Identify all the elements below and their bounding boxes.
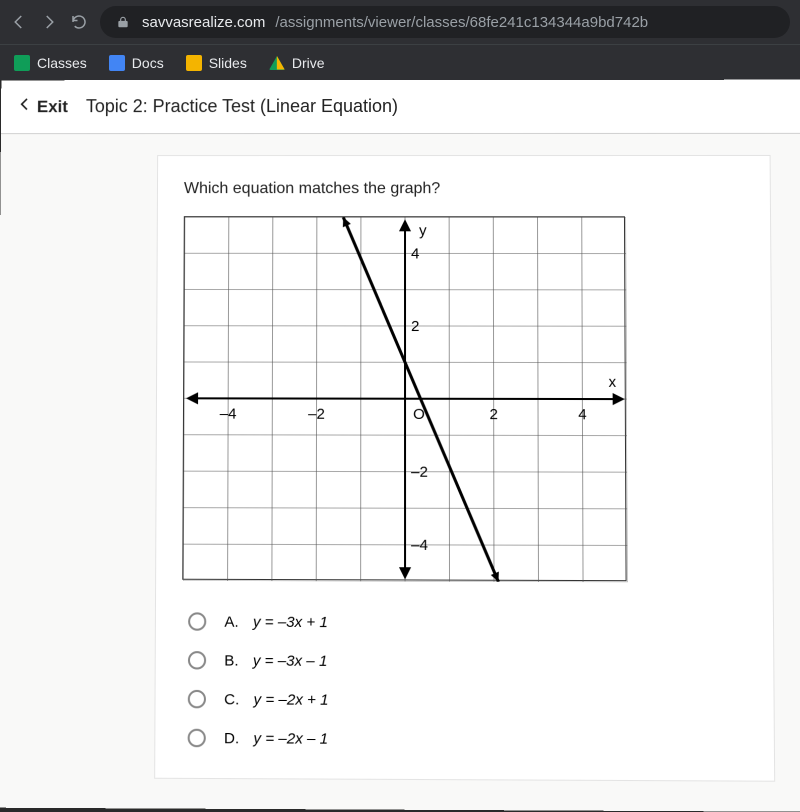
bookmark-slides[interactable]: Slides: [186, 55, 247, 71]
url-path: /assignments/viewer/classes/68fe241c1343…: [275, 14, 648, 31]
answer-text: y = –3x – 1: [253, 652, 328, 670]
reload-icon[interactable]: [70, 13, 88, 31]
answer-option-a[interactable]: A. y = –3x + 1: [182, 602, 747, 643]
svg-text:–2: –2: [308, 406, 325, 423]
radio-icon[interactable]: [188, 729, 206, 748]
bookmark-label: Drive: [292, 55, 325, 71]
svg-text:4: 4: [411, 245, 419, 262]
page-header: Exit Topic 2: Practice Test (Linear Equa…: [1, 80, 800, 134]
address-bar[interactable]: savvasrealize.com/assignments/viewer/cla…: [100, 6, 790, 38]
back-icon[interactable]: [10, 13, 28, 31]
bookmark-classes[interactable]: Classes: [14, 55, 87, 71]
page-content: Exit Topic 2: Practice Test (Linear Equa…: [0, 80, 800, 812]
exit-button[interactable]: Exit: [17, 96, 68, 117]
answer-text: y = –2x + 1: [254, 691, 329, 709]
answer-option-c[interactable]: C. y = –2x + 1: [182, 680, 748, 721]
answer-letter: C.: [224, 691, 239, 708]
svg-text:y: y: [419, 222, 427, 239]
answer-text: y = –2x – 1: [253, 730, 328, 748]
bookmark-label: Docs: [132, 55, 164, 71]
chevron-left-icon: [17, 96, 33, 117]
bookmark-label: Slides: [209, 55, 247, 71]
graph: –4–224–4–224Oyx: [182, 216, 626, 581]
answer-letter: B.: [224, 652, 238, 669]
answer-letter: A.: [224, 613, 238, 630]
radio-icon[interactable]: [188, 651, 206, 669]
answer-text: y = –3x + 1: [253, 613, 328, 631]
radio-icon[interactable]: [188, 690, 206, 708]
svg-text:–4: –4: [220, 405, 237, 422]
svg-text:x: x: [609, 374, 617, 391]
svg-text:–4: –4: [411, 537, 428, 554]
url-domain: savvasrealize.com: [142, 14, 265, 31]
svg-text:2: 2: [411, 318, 419, 335]
question-text: Which equation matches the graph?: [184, 180, 744, 198]
drive-icon: [269, 56, 285, 70]
lock-icon: [114, 13, 132, 31]
answer-option-d[interactable]: D. y = –2x – 1: [182, 718, 748, 760]
bookmark-drive[interactable]: Drive: [269, 55, 325, 71]
exit-label: Exit: [37, 97, 68, 117]
browser-toolbar: savvasrealize.com/assignments/viewer/cla…: [0, 0, 800, 44]
page-title: Topic 2: Practice Test (Linear Equation): [86, 96, 398, 117]
bookmark-docs[interactable]: Docs: [109, 55, 164, 71]
docs-icon: [109, 55, 125, 71]
svg-text:–2: –2: [411, 464, 428, 481]
svg-text:4: 4: [578, 406, 586, 423]
bookmark-bar: Classes Docs Slides Drive: [0, 44, 800, 80]
radio-icon[interactable]: [188, 612, 206, 630]
answer-option-b[interactable]: B. y = –3x – 1: [182, 641, 747, 682]
question-card: Which equation matches the graph? –4 –2 2 4…: [155, 156, 774, 781]
svg-text:2: 2: [489, 406, 497, 423]
classes-icon: [14, 55, 30, 71]
slides-icon: [186, 55, 202, 71]
bookmark-label: Classes: [37, 55, 87, 71]
answer-letter: D.: [224, 729, 239, 746]
forward-icon[interactable]: [40, 13, 58, 31]
answer-list: A. y = –3x + 1 B. y = –3x – 1 C. y = –2x…: [182, 602, 748, 760]
